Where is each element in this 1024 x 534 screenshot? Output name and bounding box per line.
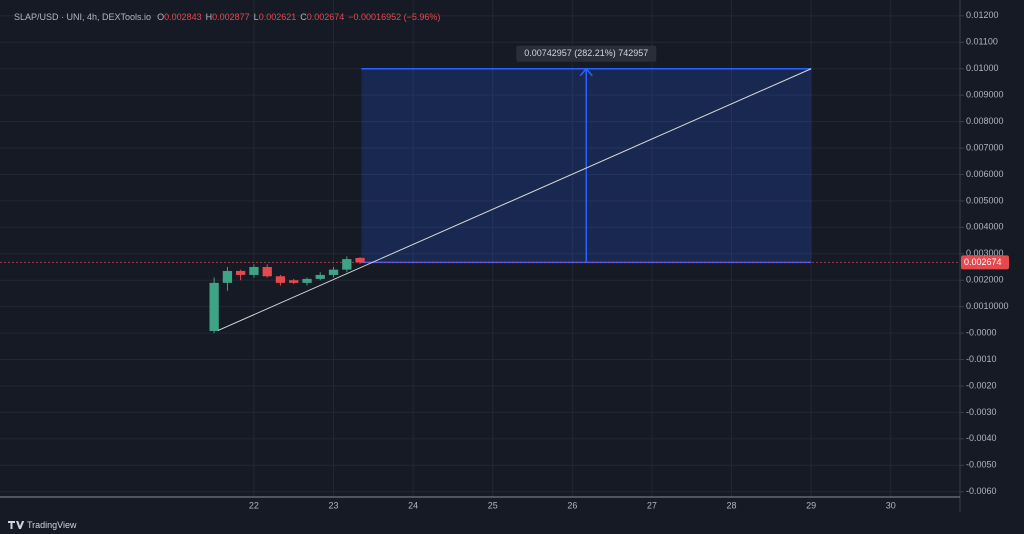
candle-body — [315, 274, 325, 279]
close-key: C — [300, 12, 307, 22]
candle-body — [209, 282, 219, 331]
high-key: H — [206, 12, 213, 22]
x-tick-label: 29 — [806, 500, 816, 510]
y-tick-label: 0.009000 — [966, 90, 1004, 100]
logo: TradingView — [8, 520, 77, 530]
x-tick-label: 24 — [408, 500, 418, 510]
y-tick-label: -0.0000 — [966, 327, 997, 337]
candle-body — [342, 259, 352, 270]
candle-body — [275, 276, 286, 283]
x-tick-label: 22 — [249, 500, 259, 510]
grid — [0, 0, 960, 497]
close-value: 0.002674 — [307, 12, 345, 22]
change: −0.00016952 (−5.96%) — [348, 12, 440, 22]
low-value: 0.002621 — [259, 12, 297, 22]
open-key: O — [157, 12, 164, 22]
x-tick-label: 23 — [329, 500, 339, 510]
candle-body — [289, 280, 299, 283]
y-tick-label: -0.0040 — [966, 433, 997, 443]
y-tick-label: -0.0050 — [966, 460, 997, 470]
last-price-label: 0.002674 — [964, 257, 1002, 267]
y-tick-label: 0.004000 — [966, 222, 1004, 232]
candle-body — [328, 269, 339, 275]
footer: TradingView — [27, 520, 77, 530]
y-tick-label: 0.0010000 — [966, 301, 1009, 311]
candle-body — [355, 257, 365, 263]
y-tick-label: -0.0060 — [966, 486, 997, 496]
y-tick-label: -0.0030 — [966, 407, 997, 417]
y-tick-label: 0.008000 — [966, 116, 1004, 126]
candle-body — [235, 270, 246, 275]
y-tick-label: -0.0020 — [966, 380, 997, 390]
candle-body — [262, 267, 272, 277]
x-tick-label: 26 — [567, 500, 577, 510]
measure-label-box — [516, 45, 657, 62]
low-key: L — [254, 12, 259, 22]
measure-arrowhead — [579, 67, 593, 77]
candle-body — [222, 270, 233, 283]
header: SLAP/USD · UNI, 4h, DEXTools.io O0.002843… — [14, 12, 440, 22]
y-tick-label: 0.01100 — [966, 37, 998, 47]
x-tick-label: 25 — [488, 500, 498, 510]
trend-line — [217, 68, 812, 331]
y-tick-label: 0.003000 — [966, 248, 1004, 258]
y-tick-label: -0.0010 — [966, 354, 997, 364]
y-tick-label: 0.005000 — [966, 195, 1004, 205]
measure-label: 0.00742957 (282.21%) 742957 — [524, 48, 648, 58]
x-tick-label: 28 — [727, 500, 737, 510]
x-tick-label: 30 — [886, 500, 896, 510]
symbol: SLAP/USD · UNI, 4h, DEXTools.io — [14, 12, 151, 22]
logo-icon — [8, 521, 25, 529]
y-tick-label: 0.002000 — [966, 275, 1004, 285]
x-tick-label: 27 — [647, 500, 657, 510]
candle-body — [302, 278, 312, 283]
y-tick-label: 0.006000 — [966, 169, 1004, 179]
y-tick-label: 0.01200 — [966, 10, 999, 20]
last-price-tag — [961, 255, 1009, 270]
high-value: 0.002877 — [212, 12, 250, 22]
open-value: 0.002843 — [164, 12, 202, 22]
y-tick-label: 0.007000 — [966, 142, 1004, 152]
candle-body — [249, 267, 259, 275]
marks — [0, 67, 960, 334]
y-tick-label: 0.01000 — [966, 63, 999, 73]
